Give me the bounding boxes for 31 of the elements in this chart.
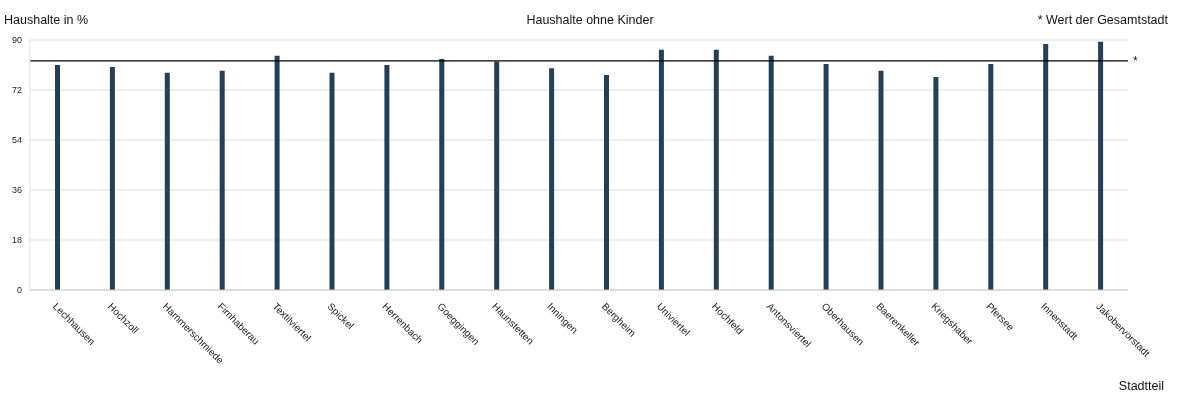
bar [1098,41,1104,290]
x-axis-title: Stadtteil [1118,379,1164,393]
bar [823,63,829,290]
bar [219,70,225,290]
bar [549,68,555,290]
bar [713,49,719,290]
bar [55,65,60,290]
bar [658,49,664,290]
y-tick-label: 72 [11,85,22,96]
y-tick-label: 18 [11,235,22,246]
y-tick-label: 54 [11,135,22,146]
bar [1043,43,1049,290]
ref-line-label: * [1133,54,1138,69]
y-tick-label: 36 [11,185,22,196]
bar [933,76,939,290]
bar [109,66,115,290]
chart-title: Haushalte ohne Kinder [526,13,654,27]
bar [164,72,170,290]
bar [988,63,994,290]
bar [439,58,445,290]
bar [604,75,609,290]
bar [329,72,335,290]
text: * Wert der Gesamtstadt [1037,13,1168,27]
bar [494,61,500,290]
bar [274,55,280,290]
bar [768,55,774,290]
y-tick-label: 0 [16,285,22,296]
bar [878,70,884,290]
y-axis-title: Haushalte in % [4,13,89,27]
y-tick-label: 90 [11,35,22,46]
bar [384,65,390,290]
